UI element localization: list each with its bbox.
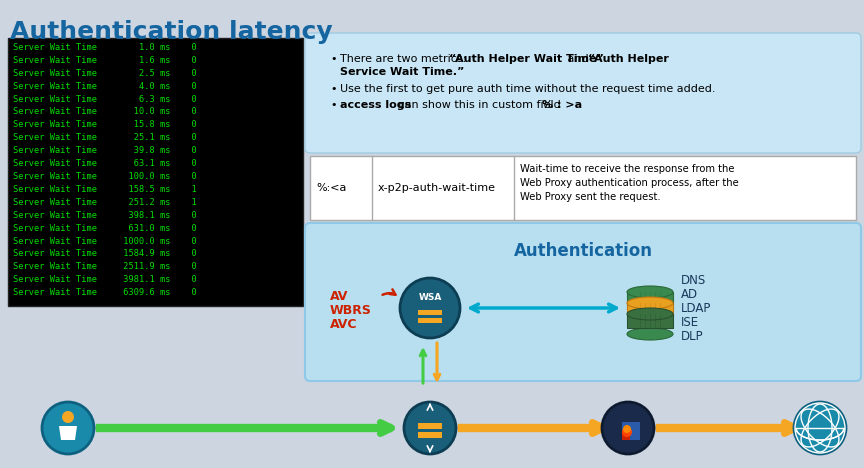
Text: Server Wait Time       25.1 ms    0: Server Wait Time 25.1 ms 0: [13, 133, 197, 142]
Text: Server Wait Time        1.6 ms    0: Server Wait Time 1.6 ms 0: [13, 56, 197, 65]
FancyBboxPatch shape: [630, 422, 640, 432]
Circle shape: [404, 402, 456, 454]
Ellipse shape: [627, 286, 673, 298]
FancyBboxPatch shape: [418, 318, 442, 323]
Text: access logs: access logs: [340, 100, 411, 110]
FancyBboxPatch shape: [627, 292, 673, 306]
Text: %:<a: %:<a: [316, 183, 346, 193]
Text: Server Wait Time       63.1 ms    0: Server Wait Time 63.1 ms 0: [13, 159, 197, 168]
Text: •: •: [330, 84, 336, 94]
Text: AD: AD: [681, 288, 698, 301]
FancyBboxPatch shape: [310, 156, 856, 220]
FancyBboxPatch shape: [418, 310, 442, 315]
Text: DLP: DLP: [681, 330, 703, 343]
FancyBboxPatch shape: [418, 423, 442, 429]
Text: Server Wait Time        1.0 ms    0: Server Wait Time 1.0 ms 0: [13, 43, 197, 52]
Text: and: and: [564, 54, 592, 64]
Text: Server Wait Time        6.3 ms    0: Server Wait Time 6.3 ms 0: [13, 95, 197, 103]
Text: DNS: DNS: [681, 274, 706, 287]
Text: WSA: WSA: [418, 293, 442, 302]
FancyBboxPatch shape: [627, 303, 673, 317]
Text: Server Wait Time       39.8 ms    0: Server Wait Time 39.8 ms 0: [13, 146, 197, 155]
Text: •: •: [330, 100, 336, 110]
Text: Server Wait Time     3981.1 ms    0: Server Wait Time 3981.1 ms 0: [13, 275, 197, 284]
FancyBboxPatch shape: [630, 430, 640, 440]
Circle shape: [42, 402, 94, 454]
FancyArrowPatch shape: [435, 343, 440, 380]
Text: can show this in custom field: can show this in custom field: [395, 100, 564, 110]
Text: Server Wait Time      631.0 ms    0: Server Wait Time 631.0 ms 0: [13, 224, 197, 233]
Circle shape: [623, 425, 631, 433]
Text: ISE: ISE: [681, 316, 699, 329]
Text: LDAP: LDAP: [681, 302, 711, 315]
Text: Server Wait Time     2511.9 ms    0: Server Wait Time 2511.9 ms 0: [13, 262, 197, 271]
Text: Server Wait Time      158.5 ms    1: Server Wait Time 158.5 ms 1: [13, 185, 197, 194]
Text: WBRS: WBRS: [330, 304, 372, 317]
Text: •: •: [330, 54, 336, 64]
Text: Server Wait Time      100.0 ms    0: Server Wait Time 100.0 ms 0: [13, 172, 197, 181]
FancyArrowPatch shape: [383, 289, 396, 295]
FancyBboxPatch shape: [627, 314, 673, 328]
Text: Server Wait Time       15.8 ms    0: Server Wait Time 15.8 ms 0: [13, 120, 197, 129]
Text: AVC: AVC: [330, 318, 358, 331]
Text: Server Wait Time     6309.6 ms    0: Server Wait Time 6309.6 ms 0: [13, 288, 197, 297]
Circle shape: [62, 411, 74, 423]
Text: Server Wait Time      251.2 ms    1: Server Wait Time 251.2 ms 1: [13, 198, 197, 207]
FancyBboxPatch shape: [8, 38, 303, 306]
Text: x-p2p-auth-wait-time: x-p2p-auth-wait-time: [378, 183, 496, 193]
Text: “Auth Helper: “Auth Helper: [588, 54, 669, 64]
Text: Use the first to get pure auth time without the request time added.: Use the first to get pure auth time with…: [340, 84, 715, 94]
FancyBboxPatch shape: [622, 430, 632, 440]
Circle shape: [602, 402, 654, 454]
Circle shape: [794, 402, 846, 454]
FancyArrowPatch shape: [471, 304, 616, 312]
Circle shape: [400, 278, 460, 338]
Text: “Auth Helper Wait Time”: “Auth Helper Wait Time”: [449, 54, 604, 64]
FancyArrowPatch shape: [420, 350, 426, 383]
Text: Service Wait Time.”: Service Wait Time.”: [340, 67, 464, 77]
FancyBboxPatch shape: [305, 223, 861, 381]
Text: Server Wait Time     1000.0 ms    0: Server Wait Time 1000.0 ms 0: [13, 236, 197, 246]
Text: AV: AV: [330, 290, 348, 303]
Text: There are two metrics:: There are two metrics:: [340, 54, 470, 64]
Text: Server Wait Time       10.0 ms    0: Server Wait Time 10.0 ms 0: [13, 108, 197, 117]
Ellipse shape: [627, 297, 673, 309]
Text: Authentication latency: Authentication latency: [10, 20, 333, 44]
Text: Server Wait Time        4.0 ms    0: Server Wait Time 4.0 ms 0: [13, 82, 197, 91]
Text: Server Wait Time      398.1 ms    0: Server Wait Time 398.1 ms 0: [13, 211, 197, 219]
Polygon shape: [59, 426, 77, 440]
Text: Authentication: Authentication: [513, 242, 652, 260]
Text: Server Wait Time     1584.9 ms    0: Server Wait Time 1584.9 ms 0: [13, 249, 197, 258]
FancyBboxPatch shape: [418, 432, 442, 438]
Text: % : >a: % : >a: [542, 100, 582, 110]
Text: Server Wait Time        2.5 ms    0: Server Wait Time 2.5 ms 0: [13, 69, 197, 78]
Ellipse shape: [627, 328, 673, 340]
Text: Wait-time to receive the response from the
Web Proxy authentication process, aft: Wait-time to receive the response from t…: [520, 164, 739, 202]
Circle shape: [622, 427, 632, 437]
Ellipse shape: [627, 308, 673, 320]
FancyBboxPatch shape: [305, 33, 861, 153]
FancyBboxPatch shape: [622, 422, 632, 432]
